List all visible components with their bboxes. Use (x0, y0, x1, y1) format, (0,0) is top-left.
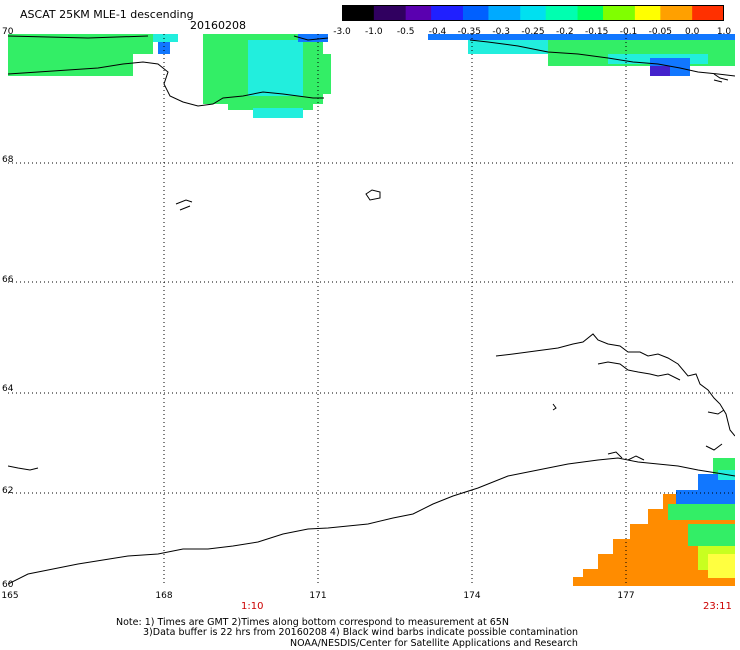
colorbar-segment (705, 5, 712, 21)
colorbar-segment (450, 5, 457, 21)
colorbar-segment (539, 5, 546, 21)
wind-cell (688, 524, 735, 546)
colorbar-segment (527, 5, 534, 21)
coast-alaska-bay (496, 334, 735, 436)
colorbar-segment (584, 5, 591, 21)
colorbar-segment (654, 5, 661, 21)
colorbar-segment (367, 5, 374, 21)
colorbar-segment (686, 5, 693, 21)
colorbar-segment (495, 5, 502, 21)
colorbar-segment (609, 5, 616, 21)
time-label-end: 23:11 (703, 601, 732, 612)
island-nunivak (8, 466, 38, 470)
colorbar-segment (635, 5, 642, 21)
colorbar-segment (648, 5, 655, 21)
lon-label-165: 165 (1, 591, 18, 601)
time-label-start: 1:10 (241, 601, 263, 612)
colorbar-segment (520, 5, 527, 21)
colorbar (342, 5, 724, 21)
colorbar-segment (342, 5, 349, 21)
colorbar-segment (699, 5, 706, 21)
map-date: 20160208 (190, 20, 246, 31)
lon-label-171: 171 (309, 591, 326, 601)
colorbar-segment (616, 5, 623, 21)
coast-alaska-inner (598, 362, 680, 380)
colorbar-segment (508, 5, 515, 21)
colorbar-segment (546, 5, 553, 21)
colorbar-segment (552, 5, 559, 21)
colorbar-segment (431, 5, 438, 21)
colorbar-segment (399, 5, 406, 21)
island-small-1 (176, 200, 192, 210)
colorbar-segment (622, 5, 629, 21)
colorbar-segment (673, 5, 680, 21)
wind-cell (676, 490, 735, 504)
colorbar-segment (482, 5, 489, 21)
colorbar-segment (469, 5, 476, 21)
colorbar-segment (565, 5, 572, 21)
colorbar-segment (406, 5, 413, 21)
wind-cell (153, 34, 178, 42)
lon-label-174: 174 (463, 591, 480, 601)
wind-map (8, 34, 735, 586)
island-st-lawrence (366, 190, 380, 200)
wind-cell (573, 577, 735, 586)
lon-label-177: 177 (617, 591, 634, 601)
island-small-2 (553, 404, 556, 410)
colorbar-segment (348, 5, 355, 21)
colorbar-segment (476, 5, 483, 21)
map-title: ASCAT 25KM MLE-1 descending (20, 9, 194, 20)
colorbar-segment (578, 5, 585, 21)
colorbar-segment (425, 5, 432, 21)
colorbar-segment (457, 5, 464, 21)
wind-cell (428, 34, 735, 40)
wind-cell (708, 554, 735, 578)
colorbar-segment (438, 5, 445, 21)
colorbar-segment (558, 5, 565, 21)
lon-label-168: 168 (155, 591, 172, 601)
note-line-2: 3)Data buffer is 22 hrs from 20160208 4)… (143, 627, 578, 638)
colorbar-segment (488, 5, 495, 21)
colorbar-segment (679, 5, 686, 21)
wind-cell (668, 504, 735, 520)
colorbar-segment (412, 5, 419, 21)
colorbar-segment (629, 5, 636, 21)
colorbar-segment (603, 5, 610, 21)
colorbar-segment (374, 5, 381, 21)
colorbar-segment (590, 5, 597, 21)
wind-cell (253, 108, 303, 118)
wind-cell (228, 96, 313, 110)
coast-inlet-right (706, 410, 724, 450)
colorbar-segment (660, 5, 667, 21)
colorbar-segment (393, 5, 400, 21)
colorbar-segment (514, 5, 521, 21)
colorbar-segment (597, 5, 604, 21)
colorbar-segment (380, 5, 387, 21)
graticule (8, 34, 735, 586)
colorbar-segment (444, 5, 451, 21)
colorbar-segment (711, 5, 718, 21)
wind-cell (248, 40, 303, 104)
colorbar-segment (463, 5, 470, 21)
colorbar-segment (571, 5, 578, 21)
colorbar-segment (387, 5, 394, 21)
colorbar-segment (501, 5, 508, 21)
colorbar-segment (361, 5, 368, 21)
colorbar-segment (418, 5, 425, 21)
note-line-3: NOAA/NESDIS/Center for Satellite Applica… (290, 638, 578, 649)
colorbar-segment (533, 5, 540, 21)
colorbar-segment (641, 5, 648, 21)
colorbar-segment (355, 5, 362, 21)
colorbar-segment (667, 5, 674, 21)
wind-cell (650, 66, 670, 76)
wind-cell (323, 54, 331, 94)
colorbar-segment (692, 5, 699, 21)
